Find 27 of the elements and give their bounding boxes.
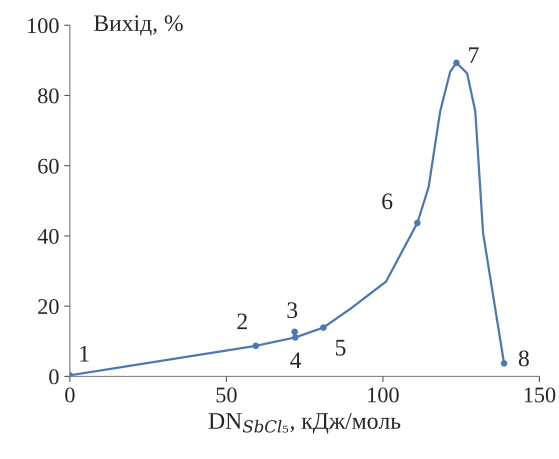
- point: [320, 324, 327, 331]
- annotation: 7: [469, 47, 479, 63]
- x-tick-label: 100: [368, 387, 399, 402]
- annotation: 6: [382, 193, 392, 210]
- x-tick-label: 0: [65, 387, 75, 402]
- annotation: 3: [287, 302, 298, 318]
- annotation: 5: [336, 340, 346, 356]
- point: [292, 334, 299, 341]
- point: [414, 220, 421, 226]
- point: [291, 328, 298, 336]
- x-tick-label: 50: [216, 387, 237, 402]
- annotation: 8: [518, 350, 529, 366]
- y-tick-label: 100: [28, 18, 59, 34]
- point: [453, 60, 460, 66]
- y-tick-label: 20: [38, 299, 59, 314]
- x-axis-title: DN$_{SbCl₅}$, кДж/моль: [208, 413, 400, 434]
- y-axis-title: Вихід, %: [94, 15, 183, 36]
- x-tick-label: 150: [524, 387, 556, 402]
- y-tick-label: 40: [38, 228, 59, 244]
- y-tick-label: 80: [38, 88, 59, 104]
- point: [252, 342, 260, 350]
- annotation: 1: [80, 346, 89, 362]
- y-tick-label: 60: [38, 158, 59, 174]
- annotation: 2: [237, 314, 247, 330]
- y-tick-label: 0: [49, 369, 59, 384]
- annotation: 4: [290, 352, 302, 368]
- point: [500, 360, 508, 367]
